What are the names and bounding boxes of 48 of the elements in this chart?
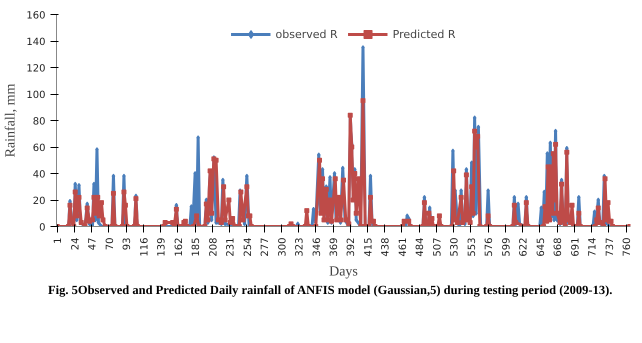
x-tick-label: 24 [70, 237, 82, 250]
x-tick-label: 576 [484, 237, 496, 257]
x-tick-label: 277 [260, 237, 272, 257]
x-tick-label: 737 [604, 237, 616, 257]
x-tick-label: 415 [363, 237, 374, 257]
x-tick-label: 185 [191, 237, 202, 257]
x-tick-label: 622 [518, 237, 530, 257]
x-axis-title: Days [329, 264, 358, 280]
y-tick-label: 60 [32, 143, 46, 154]
x-tick-label: 1 [53, 237, 64, 244]
x-tick-label: 300 [277, 237, 288, 257]
y-tick-label: 160 [26, 10, 46, 22]
x-tick-label: 369 [329, 237, 340, 257]
y-tick-label: 40 [32, 170, 46, 180]
x-tick-label: 461 [398, 237, 409, 257]
y-tick-label: 100 [26, 90, 46, 101]
x-tick-label: 116 [139, 237, 150, 257]
x-tick-label: 691 [570, 237, 582, 257]
x-tick-label: 323 [294, 237, 306, 257]
x-tick-label: 668 [553, 237, 564, 257]
x-tick-label: 70 [104, 237, 116, 250]
x-tick-label: 162 [174, 237, 185, 257]
x-tick-label: 254 [242, 237, 254, 257]
legend-label: observed R [276, 28, 338, 40]
x-tick-label: 139 [156, 237, 168, 257]
x-tick-label: 438 [380, 237, 392, 257]
x-tick-label: 484 [415, 237, 426, 257]
x-tick-label: 231 [226, 237, 237, 257]
x-tick-label: 599 [501, 237, 512, 257]
y-tick-label: 0 [39, 222, 46, 234]
x-tick-label: 645 [536, 237, 547, 257]
x-tick-label: 392 [346, 237, 358, 257]
y-tick-label: 120 [26, 64, 46, 74]
x-tick-label: 346 [312, 237, 323, 257]
y-tick-label: 20 [32, 196, 46, 207]
y-axis-title: Rainfall, mm [3, 83, 18, 158]
x-tick-label: 760 [622, 237, 634, 257]
x-tick-label: 93 [122, 237, 134, 250]
x-tick-label: 47 [88, 237, 99, 250]
caption: Fig. 5Observed and Predicted Daily rainfall of ANFIS model (Gaussian,5) during testing period (2009-13). [47, 282, 614, 299]
y-tick-label: 140 [26, 37, 46, 48]
x-tick-label: 714 [588, 237, 599, 257]
x-tick-label: 553 [466, 237, 478, 257]
x-tick-label: 507 [432, 237, 444, 257]
x-tick-label: 530 [450, 237, 461, 257]
y-tick-label: 80 [32, 116, 46, 128]
legend-label: Predicted R [392, 28, 456, 40]
x-tick-label: 208 [208, 237, 220, 257]
